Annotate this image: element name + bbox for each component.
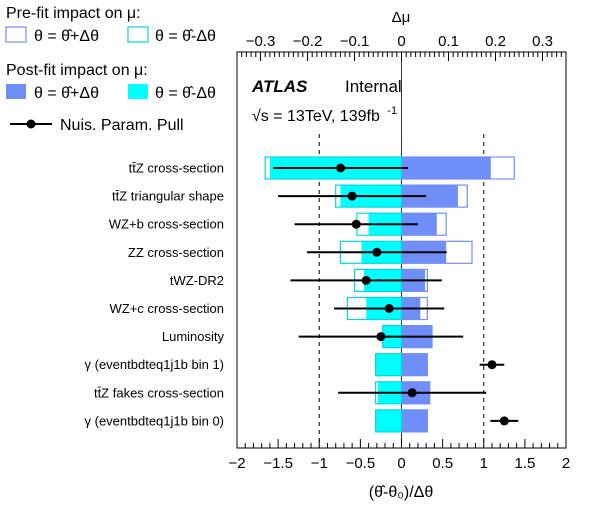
bottom-tick-label: 0 [397, 455, 405, 472]
top-tick-label: −0.2 [293, 33, 323, 50]
pull-point [372, 247, 382, 257]
postfit-up-bar [401, 213, 437, 236]
energy-lumi: √s = 13TeV, 139fb -1 [252, 105, 397, 125]
parameter-label: tt̄Z triangular shape [112, 189, 224, 204]
top-axis-title: Δμ [392, 9, 411, 26]
pull-point [361, 275, 371, 285]
postfit-down-bar [375, 409, 402, 432]
postfit-down-swatch [128, 84, 148, 99]
parameter-labels: tt̄Z cross-section tt̄Z triangular shape W… [85, 161, 225, 429]
prefit-up-label: θ = θ̂+Δθ [34, 28, 99, 45]
top-tick-label: −0.3 [246, 33, 276, 50]
prefit-down-bar [375, 353, 403, 377]
top-tick-label: 0.1 [438, 33, 459, 50]
atlas-status: Internal [345, 77, 402, 96]
top-tick-label: 0.3 [532, 33, 553, 50]
pulls [273, 163, 519, 426]
pull-point [487, 360, 497, 370]
postfit-up-bar [401, 409, 428, 432]
prefit-down-label: θ = θ̂-Δθ [155, 28, 216, 45]
top-axis: −0.3 −0.2 −0.1 0 0.1 0.2 0.3 [236, 33, 567, 61]
parameter-label: γ (eventbdteq1j1b bin 0) [85, 413, 224, 428]
pull-point [351, 219, 361, 229]
bottom-tick-label: 0.5 [432, 455, 453, 472]
bottom-tick-label: −0.5 [346, 455, 376, 472]
pull-point [407, 388, 417, 398]
postfit-up-bar [401, 185, 458, 208]
bottom-tick-label: 2 [562, 455, 570, 472]
bottom-tick-label: −2 [228, 455, 245, 472]
impact-bars [264, 156, 515, 433]
pull-point [499, 416, 509, 426]
postfit-down-label: θ = θ̂-Δθ [155, 85, 216, 102]
prefit-down-bar [375, 409, 403, 433]
pull-point [347, 191, 357, 201]
parameter-label: tt̄Z fakes cross-section [94, 385, 224, 400]
parameter-label: ZZ cross-section [128, 245, 224, 260]
pull-point [336, 163, 346, 173]
top-tick-label: 0.2 [485, 33, 506, 50]
plot-frame [236, 51, 567, 449]
parameter-label: γ (eventbdteq1j1b bin 1) [85, 357, 224, 372]
parameter-label: Luminosity [162, 329, 225, 344]
pull-legend-label: Nuis. Param. Pull [60, 117, 184, 134]
prefit-down-swatch [127, 26, 149, 43]
top-tick-label: 0 [397, 33, 405, 50]
atlas-logo: ATLAS [251, 77, 308, 96]
bottom-tick-label: −1 [311, 455, 328, 472]
atlas-label: ATLAS Internal √s = 13TeV, 139fb -1 [251, 77, 402, 125]
parameter-label: WZ+c cross-section [110, 301, 225, 316]
postfit-up-label: θ = θ̂+Δθ [34, 85, 99, 102]
parameter-label: tt̄Z cross-section [129, 161, 224, 176]
postfit-up-bar [401, 157, 491, 179]
parameter-label: WZ+b cross-section [109, 217, 224, 232]
postfit-down-bar [375, 353, 402, 376]
postfit-up-bar [401, 353, 428, 376]
prefit-up-swatch [5, 26, 27, 43]
energy-lumi-text: √s = 13TeV, 139fb [252, 108, 380, 125]
prefit-legend-title: Pre-fit impact on μ: [6, 5, 141, 22]
bottom-tick-label: −1.5 [263, 455, 293, 472]
pull-point [384, 304, 394, 313]
top-tick-label: −0.1 [340, 33, 370, 50]
parameter-label: tWZ-DR2 [170, 273, 224, 288]
bottom-axis-title: (θ̂-θ₀)/Δθ [369, 484, 434, 501]
legend: Pre-fit impact on μ: θ = θ̂+Δθ θ = θ̂-Δθ… [5, 5, 216, 134]
bottom-axis: −2 −1.5 −1 −0.5 0 0.5 1 1.5 2 [228, 439, 570, 472]
bottom-tick-label: 1 [480, 455, 488, 472]
postfit-up-swatch [6, 84, 26, 99]
pull-point [376, 332, 386, 342]
pull-legend-dot [26, 119, 36, 129]
bottom-tick-label: 1.5 [514, 455, 535, 472]
energy-lumi-sup: -1 [387, 105, 397, 117]
postfit-legend-title: Post-fit impact on μ: [6, 62, 148, 79]
